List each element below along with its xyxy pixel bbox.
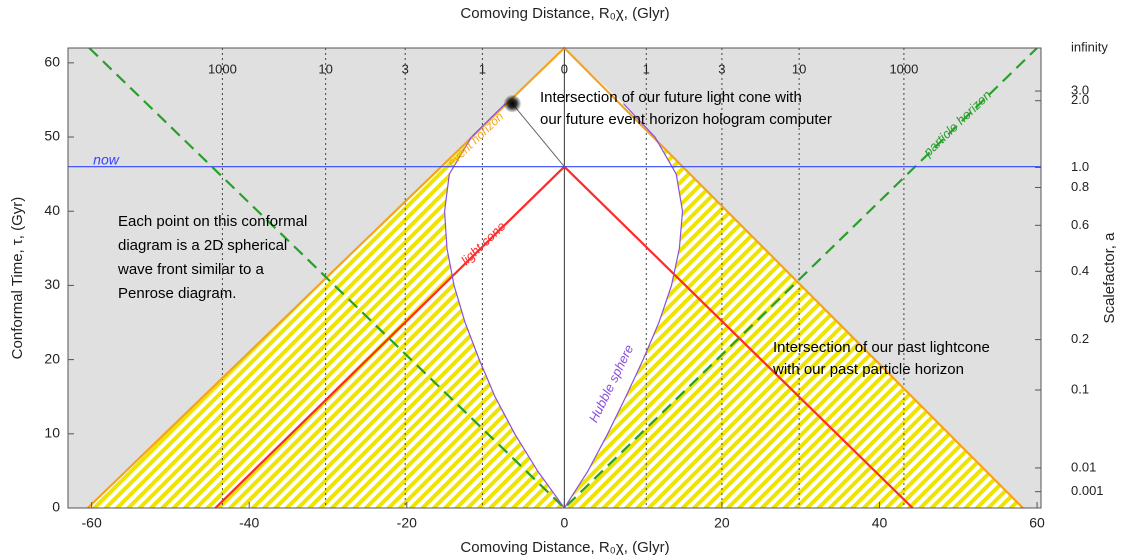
y2-tick-label: 0.2 [1071,331,1089,346]
plot-frame [67,47,1042,509]
hubble-interior [444,48,683,508]
series-line [443,103,684,509]
annotation: Intersection of our past lightcone [773,339,990,356]
y2-tick-label: 0.4 [1071,263,1089,278]
y2-tick-label: 0.01 [1071,459,1096,474]
x2-tick-label: 3 [402,61,409,76]
x2-tick-label: 1 [643,61,650,76]
y-tick-label: 0 [52,499,60,515]
y-axis-title: Conformal Time, τ, (Gyr) [9,197,26,360]
x2-tick-label: 10 [318,61,332,76]
y2-tick-label: 1.0 [1071,159,1089,174]
y-tick-label: 10 [44,425,60,441]
x-tick-label: -20 [397,515,417,531]
y2-tick-label: 0.001 [1071,483,1104,498]
y-tick-label: 60 [44,54,60,70]
y2-tick-label: 3.0 [1071,82,1089,97]
series-line [88,47,1038,510]
intersection-marker [503,94,522,113]
annotation: diagram is a 2D spherical [118,237,287,254]
y2-tick-label: 2.0 [1071,92,1089,107]
annotation: Intersection of our future light cone wi… [540,89,802,106]
x-tick-label: -60 [82,515,102,531]
annotation: with our past particle horizon [772,361,964,378]
x2-tick-label: 1000 [208,61,237,76]
x-tick-label: 60 [1029,515,1045,531]
y2-tick-label: 0.6 [1071,217,1089,232]
y2-tick-label: 0.1 [1071,381,1089,396]
annotation: Each point on this conformal [118,213,307,230]
x2-tick-label: 10 [792,61,806,76]
x2-tick-label: 3 [718,61,725,76]
x-axis-title: Comoving Distance, R₀χ, (Glyr) [460,539,669,556]
x-tick-label: 40 [872,515,888,531]
y2-tick-label: infinity [1071,39,1108,54]
x2-tick-label: 0 [561,61,568,76]
x-tick-label: -40 [239,515,259,531]
y-tick-label: 50 [44,128,60,144]
x2-tick-label: 1 [479,61,486,76]
x-tick-label: 0 [560,515,568,531]
x2-axis-title: Comoving Distance, R₀χ, (Glyr) [460,5,669,22]
x2-tick-label: 1000 [889,61,918,76]
y-tick-label: 40 [44,202,60,218]
annotation: our future event horizon hologram comput… [540,111,832,128]
connector-line [511,103,565,168]
annotation: wave front similar to a [117,261,265,278]
y-tick-label: 30 [44,276,60,292]
annotation: Penrose diagram. [118,285,236,302]
y2-tick-label: 0.8 [1071,179,1089,194]
series-label: now [93,152,120,168]
x-tick-label: 20 [714,515,730,531]
y-tick-label: 20 [44,350,60,366]
y2-axis-title: Scalefactor, a [1101,232,1118,324]
